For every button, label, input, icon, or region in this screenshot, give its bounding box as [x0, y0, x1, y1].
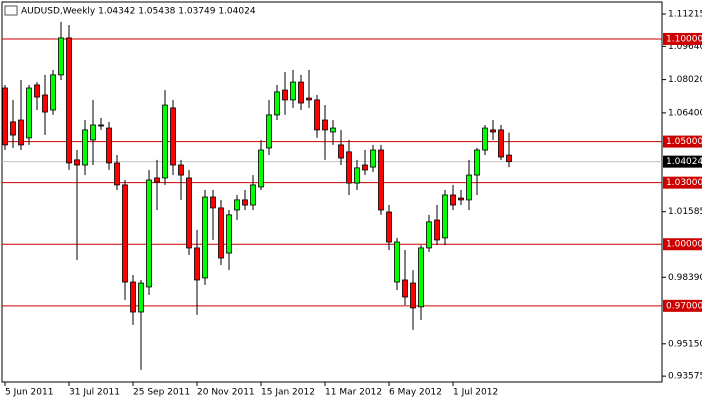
last-price-label: 1.04024 — [666, 157, 702, 167]
candle-body — [82, 129, 88, 166]
candle-body — [466, 174, 472, 201]
candle-body — [370, 149, 376, 168]
candle-body — [314, 99, 320, 131]
level-label: 1.10000 — [666, 34, 702, 44]
candle-body — [250, 184, 256, 206]
level-label-box — [663, 299, 702, 312]
level-label: 0.97000 — [666, 301, 702, 311]
last-price-box — [663, 155, 702, 168]
x-tick-label: 25 Sep 2011 — [133, 388, 190, 398]
candle-body — [146, 179, 152, 288]
level-label: 1.00000 — [666, 240, 702, 250]
candle-body — [394, 241, 400, 283]
candle-body — [162, 104, 168, 179]
candle-body — [290, 81, 296, 101]
x-tick-label: 6 May 2012 — [389, 388, 442, 398]
x-tick-label: 20 Nov 2011 — [197, 388, 255, 398]
x-tick-label: 5 Jun 2011 — [5, 388, 53, 398]
candle-body — [178, 164, 184, 176]
candle-body — [170, 107, 176, 166]
candle-body — [202, 196, 208, 279]
level-label-box — [663, 32, 702, 45]
candle-body — [442, 194, 448, 239]
candle-body — [298, 81, 304, 104]
y-tick-label: 0.95150 — [668, 339, 702, 349]
candle-body — [66, 37, 72, 164]
y-tick-label: 1.06400 — [668, 108, 702, 118]
candle-body — [154, 177, 160, 183]
candle-body — [426, 221, 432, 249]
y-tick-label: 1.01585 — [668, 207, 702, 217]
candle-body — [258, 149, 264, 188]
candle-body — [90, 124, 96, 141]
x-tick-label: 11 Mar 2012 — [325, 388, 382, 398]
candle-body — [58, 37, 64, 76]
candle-body — [2, 87, 8, 146]
candle-body — [306, 97, 312, 101]
candle-body — [18, 119, 24, 146]
candle-body — [450, 194, 456, 206]
x-tick-label: 15 Jan 2012 — [261, 388, 315, 398]
candle-body — [282, 89, 288, 101]
candle-body — [274, 91, 280, 116]
candle-body — [234, 199, 240, 211]
candle-body — [122, 184, 128, 283]
candle-body — [98, 124, 104, 127]
candle-body — [410, 282, 416, 309]
candle-body — [114, 162, 120, 186]
level-label: 1.05000 — [666, 137, 702, 147]
candle-body — [26, 87, 32, 139]
plot-frame — [1, 1, 663, 383]
candle-body — [490, 129, 496, 133]
candle-body — [42, 94, 48, 113]
y-tick-label: 1.09640 — [668, 42, 702, 52]
chart-icon — [4, 5, 18, 16]
candle-body — [266, 114, 272, 149]
candle-body — [106, 127, 112, 164]
candle-body — [226, 214, 232, 254]
candle-body — [74, 159, 80, 166]
chart-title: AUDUSD,Weekly 1.04342 1.05438 1.03749 1.… — [21, 7, 256, 17]
level-label-box — [663, 238, 702, 251]
level-label: 1.03000 — [666, 178, 702, 188]
x-tick-label: 1 Jul 2012 — [453, 388, 498, 398]
candle-body — [138, 282, 144, 313]
level-label-box — [663, 135, 702, 148]
candle-body — [186, 177, 192, 249]
candle-body — [34, 84, 40, 98]
y-tick-label: 1.11215 — [668, 10, 702, 20]
candle-body — [498, 129, 504, 158]
candle-body — [386, 211, 392, 243]
candle-body — [402, 279, 408, 298]
y-tick-label: 0.98390 — [668, 273, 702, 283]
candle-body — [218, 207, 224, 259]
y-tick-label: 0.93575 — [668, 372, 702, 382]
candle-body — [322, 119, 328, 131]
candle-body — [194, 247, 200, 281]
candle-body — [362, 164, 368, 171]
candle-body — [346, 151, 352, 184]
level-label-box — [663, 176, 702, 189]
candle-body — [50, 74, 56, 111]
candle-body — [10, 121, 16, 136]
candle-body — [130, 281, 136, 313]
candle-body — [338, 144, 344, 159]
candle-body — [378, 149, 384, 211]
candle-body — [506, 154, 512, 163]
candle-body — [354, 167, 360, 184]
candle-body — [458, 197, 464, 201]
candle-body — [482, 127, 488, 151]
x-tick-label: 31 Jul 2011 — [69, 388, 120, 398]
candle-body — [434, 219, 440, 241]
candle-body — [418, 247, 424, 308]
candle-body — [210, 196, 216, 209]
candle-body — [242, 199, 248, 206]
y-tick-label: 1.08020 — [668, 75, 702, 85]
candle-body — [330, 127, 336, 133]
candle-body — [474, 149, 480, 176]
